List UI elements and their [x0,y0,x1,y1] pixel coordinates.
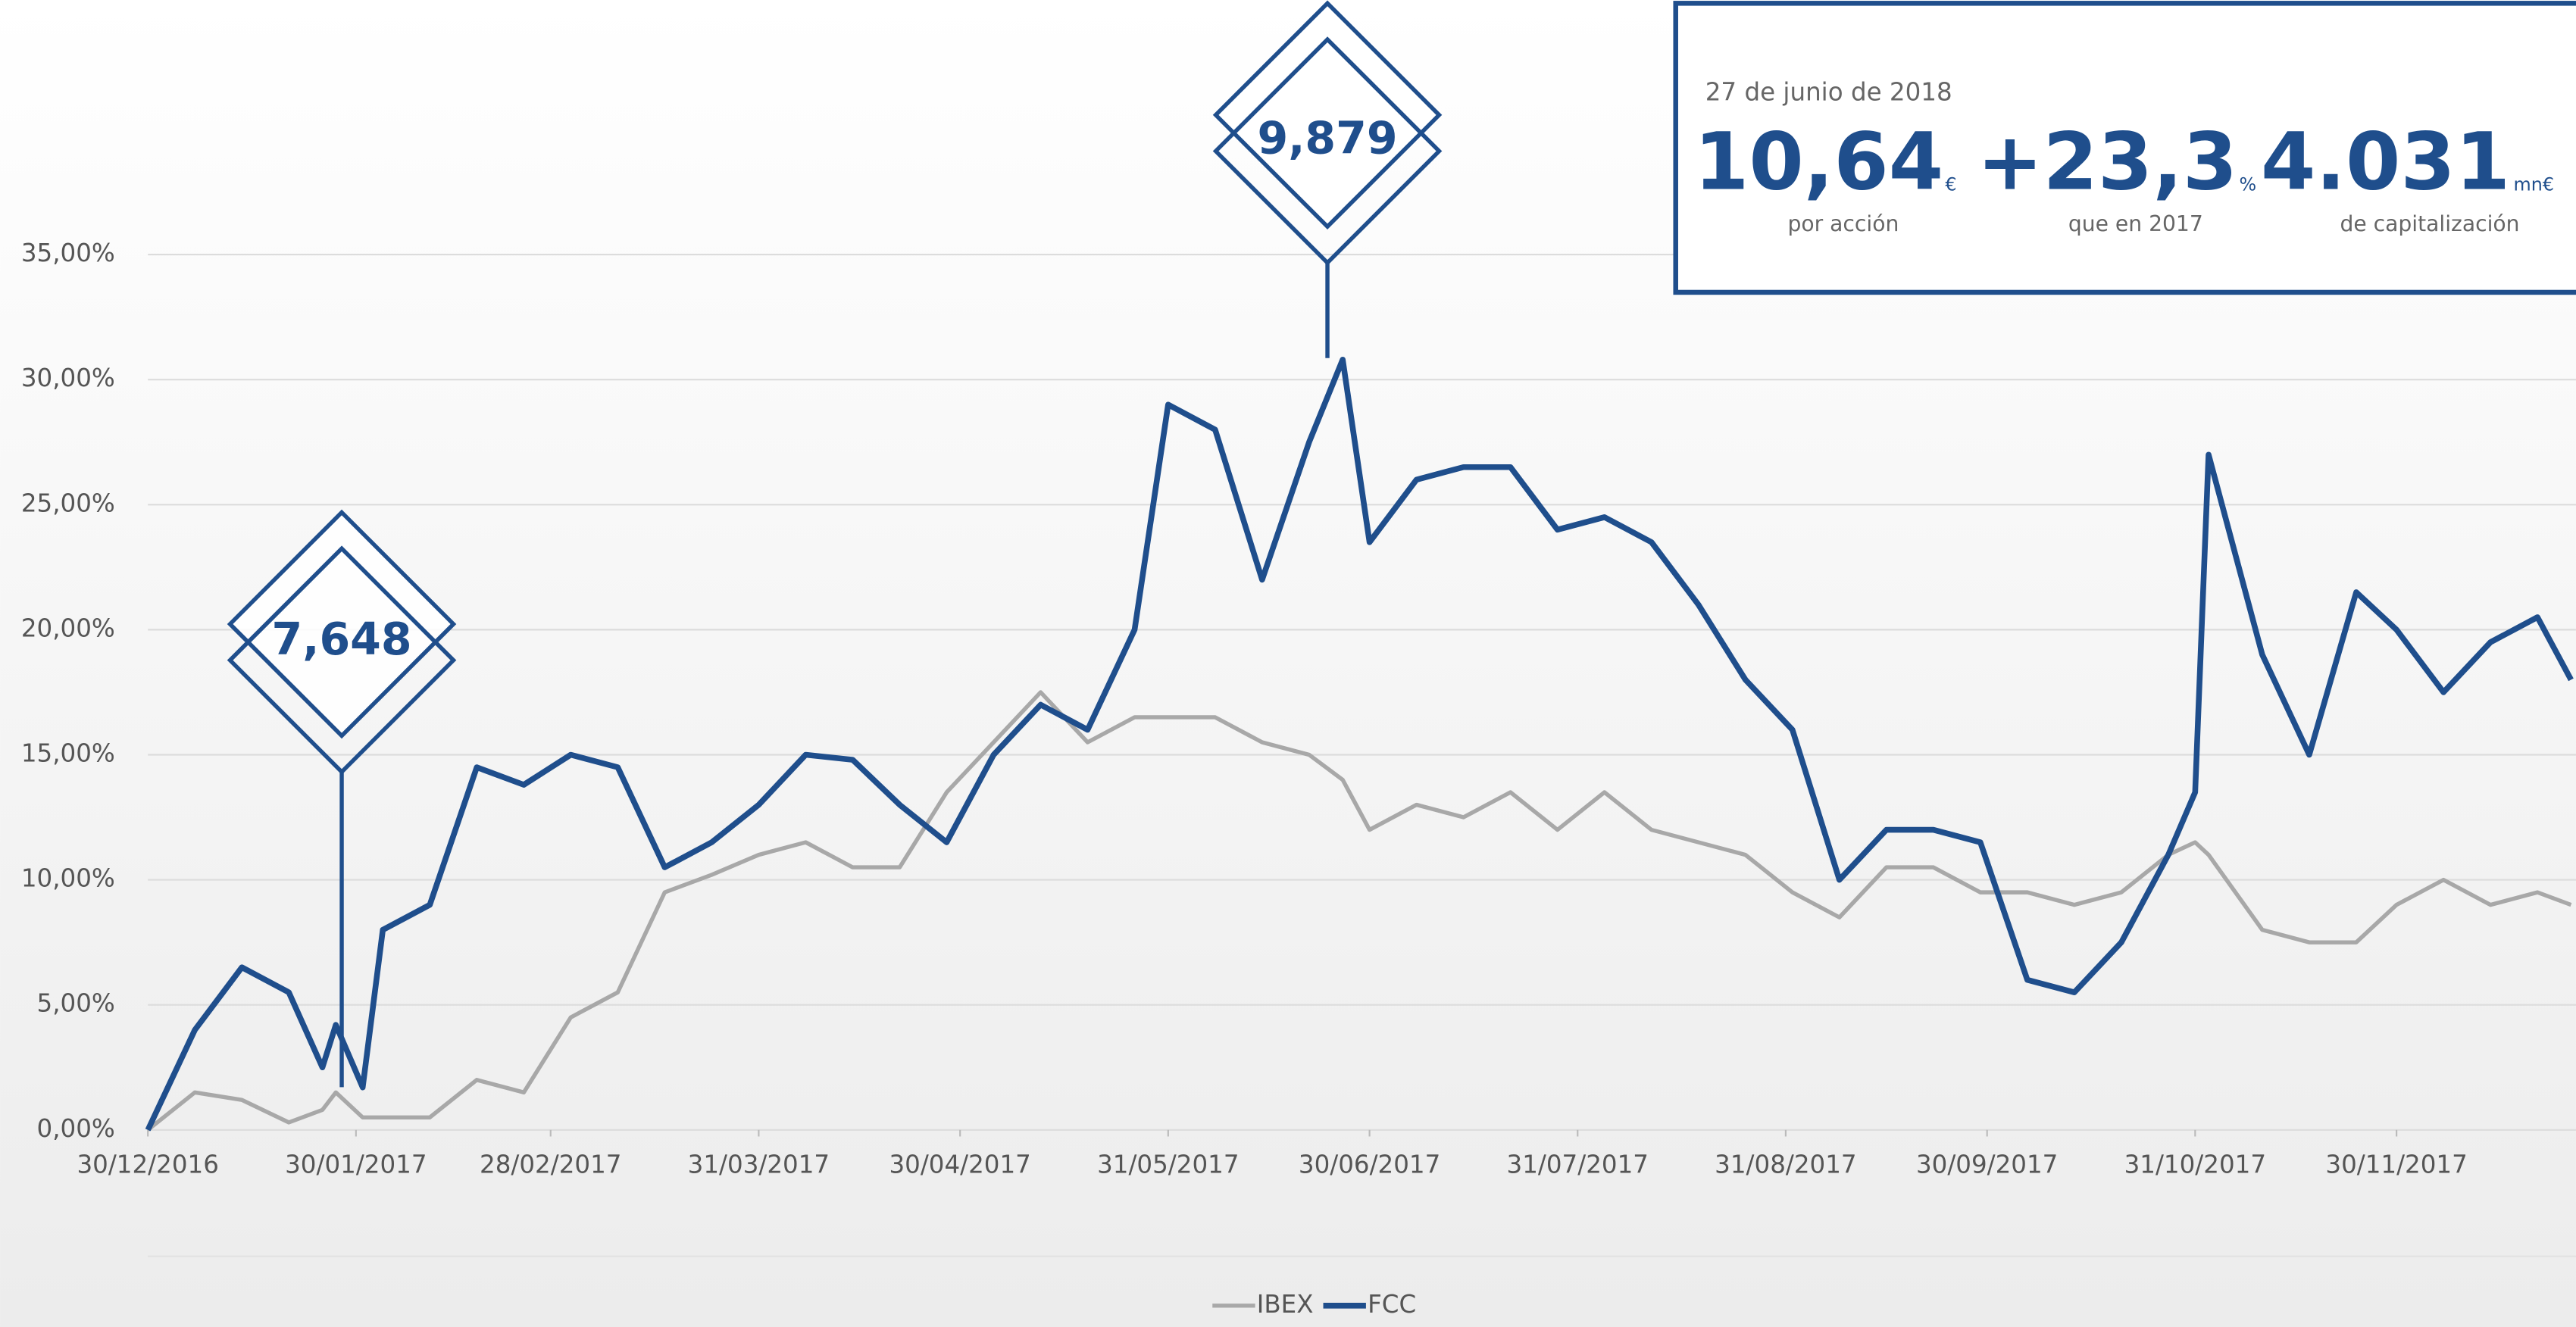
legend-label: FCC [1368,1290,1416,1319]
series-line [145,356,2574,1132]
y-tick-label: 20,00% [21,614,115,642]
y-tick-label: 15,00% [21,738,115,767]
x-tick-label: 30/09/2017 [1916,1151,2058,1179]
x-tick-label: 30/06/2017 [1299,1151,1440,1179]
series-line [146,690,2572,1132]
x-tick-label: 30/04/2017 [889,1151,1030,1179]
x-tick-label: 30/01/2017 [285,1151,427,1179]
legend-label: IBEX [1257,1290,1314,1319]
info-unit: € [1945,174,1956,195]
y-tick-label: 35,00% [21,239,115,267]
info-value: 4.031 [2261,115,2510,208]
annotation-label: 7,648 [271,614,411,665]
x-tick-label: 31/07/2017 [1507,1151,1649,1179]
info-label: de capitalización [2340,211,2519,236]
legend: IBEX FCC [1212,1290,1416,1319]
info-label: por acción [1787,211,1899,236]
x-tick-label: 31/10/2017 [2124,1151,2266,1179]
plot: 0,00% 5,00% 10,00% 15,00% 20,00% 25,00% 30,00%… [21,239,2576,1179]
y-tick-label: 25,00% [21,489,115,517]
annotation-max [1212,0,1443,358]
x-tick-label: 30/12/2016 [77,1151,218,1179]
info-date: 27 de junio de 2018 [1705,78,1952,107]
x-tick-label: 31/08/2017 [1715,1151,1856,1179]
y-tick-label: 30,00% [21,364,115,392]
info-unit: mn€ [2514,174,2555,195]
info-unit: % [2239,174,2256,195]
y-tick-label: 0,00% [37,1114,115,1143]
x-tick-label: 31/03/2017 [688,1151,830,1179]
annotation-min [227,509,457,1088]
info-label: que en 2017 [2068,211,2203,236]
x-tick-label: 28/02/2017 [480,1151,621,1179]
x-tick-label: 31/05/2017 [1097,1151,1239,1179]
x-tick-label: 30/11/2017 [2325,1151,2467,1179]
annotation-label: 9,879 [1257,113,1397,164]
y-tick-label: 5,00% [37,989,115,1018]
info-value: 10,64 [1694,115,1943,208]
info-box [1673,1,2576,295]
info-value: +23,3 [1977,115,2237,208]
y-tick-label: 10,00% [21,864,115,893]
